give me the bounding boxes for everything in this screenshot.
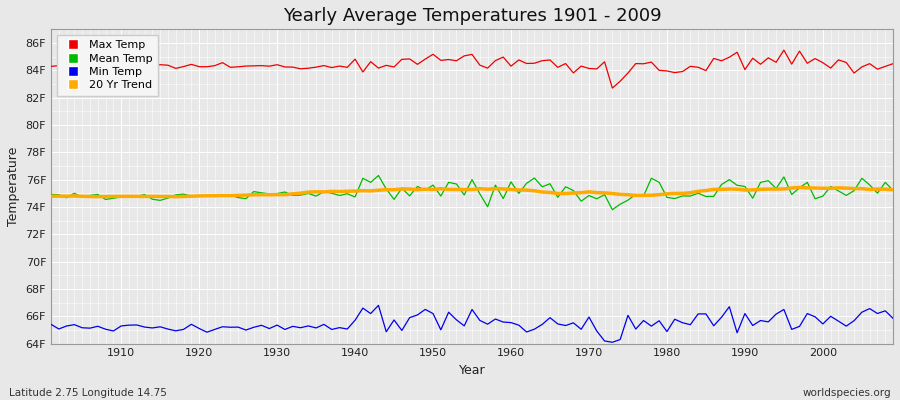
X-axis label: Year: Year (459, 364, 485, 377)
Y-axis label: Temperature: Temperature (7, 147, 20, 226)
Title: Yearly Average Temperatures 1901 - 2009: Yearly Average Temperatures 1901 - 2009 (283, 7, 662, 25)
Legend: Max Temp, Mean Temp, Min Temp, 20 Yr Trend: Max Temp, Mean Temp, Min Temp, 20 Yr Tre… (57, 35, 158, 96)
Text: worldspecies.org: worldspecies.org (803, 388, 891, 398)
Text: Latitude 2.75 Longitude 14.75: Latitude 2.75 Longitude 14.75 (9, 388, 166, 398)
